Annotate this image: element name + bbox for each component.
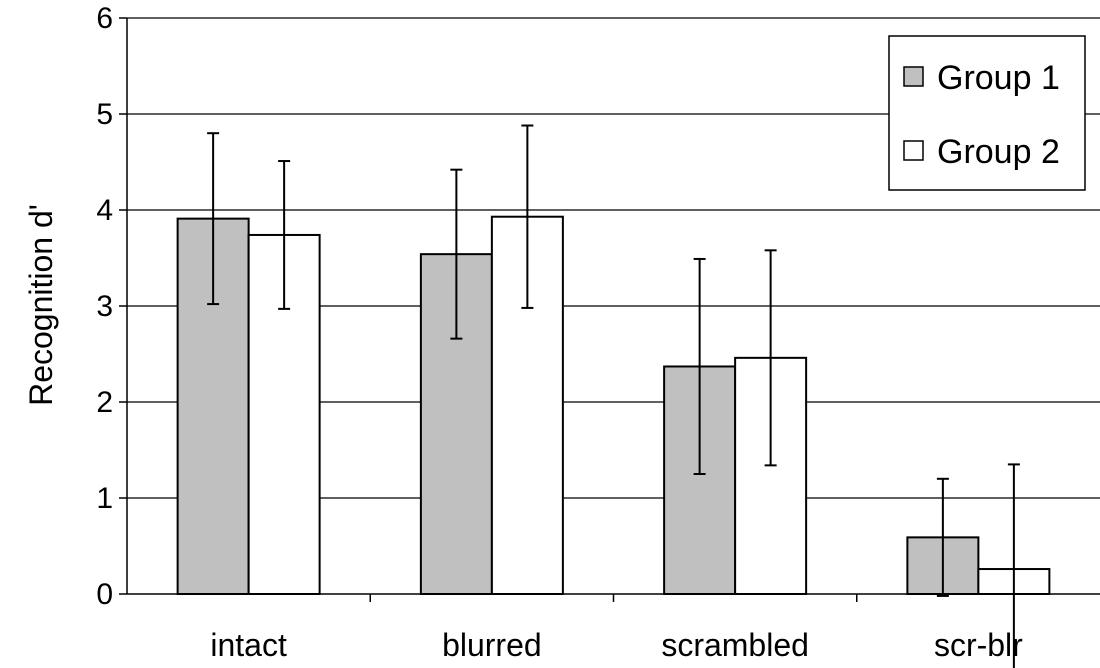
x-tick-label: scr-blr [934,627,1023,663]
legend-swatch [903,66,924,87]
y-tick-labels: 0 1 2 3 4 5 6 [96,2,113,611]
y-tick-label: 4 [96,194,113,227]
x-tick-label: blurred [442,627,542,663]
x-tick-label: intact [210,627,287,663]
y-tick-label: 2 [96,386,113,419]
error-bars [207,124,1020,668]
x-tick-labels: intact blurred scrambled scr-blr [210,627,1023,663]
legend-label: Group 2 [937,133,1060,171]
y-tick-label: 3 [96,290,113,323]
legend-box [888,35,1086,191]
legend: Group 1 Group 2 [888,35,1086,191]
legend-swatch [903,140,924,161]
y-tick-label: 6 [96,2,113,35]
axes [119,17,1100,602]
y-axis-title: Recognition d' [23,204,59,406]
legend-label: Group 1 [937,59,1060,97]
x-tick-label: scrambled [661,627,809,663]
bars [176,215,1051,596]
y-tick-label: 5 [96,98,113,131]
y-tick-label: 0 [96,578,113,611]
y-tick-label: 1 [96,482,113,515]
